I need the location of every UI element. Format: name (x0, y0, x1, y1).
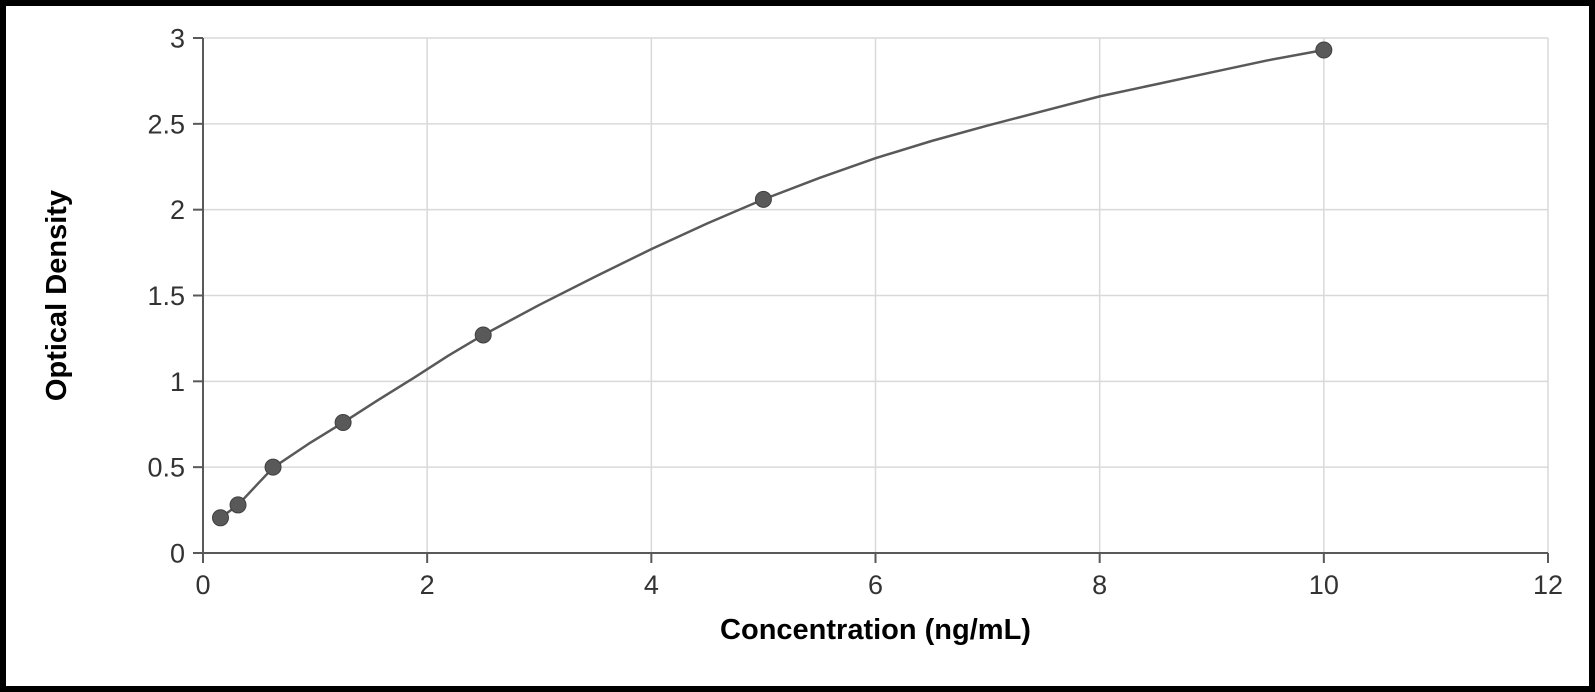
x-tick-label: 0 (195, 570, 210, 600)
x-axis-title: Concentration (ng/mL) (720, 614, 1031, 646)
chart-frame: 0 2 4 6 8 10 12 0 0.5 1 1.5 2 2.5 3 Concentration (ng/… (0, 0, 1595, 692)
x-tick-label: 12 (1533, 570, 1563, 600)
y-axis-title: Optical Density (41, 190, 73, 401)
data-point (265, 459, 281, 475)
y-tick-label: 1.5 (147, 281, 185, 311)
data-point (755, 191, 771, 207)
x-tick-label: 4 (644, 570, 659, 600)
y-tick-label: 1 (170, 367, 185, 397)
y-tick-label: 2.5 (147, 109, 185, 139)
data-point (212, 510, 228, 526)
y-tick-label: 0 (170, 538, 185, 568)
data-point (335, 415, 351, 431)
x-tick-label: 6 (868, 570, 883, 600)
x-tick-label: 10 (1309, 570, 1339, 600)
chart-svg: 0 2 4 6 8 10 12 0 0.5 1 1.5 2 2.5 3 Concentration (ng/… (18, 18, 1589, 686)
y-tick-label: 2 (170, 195, 185, 225)
data-point (230, 497, 246, 513)
x-tick-label: 8 (1092, 570, 1107, 600)
y-tick-label: 3 (170, 23, 185, 53)
x-tick-label: 2 (420, 570, 435, 600)
data-point (1316, 42, 1332, 58)
y-tick-label: 0.5 (147, 453, 185, 483)
data-point (475, 327, 491, 343)
